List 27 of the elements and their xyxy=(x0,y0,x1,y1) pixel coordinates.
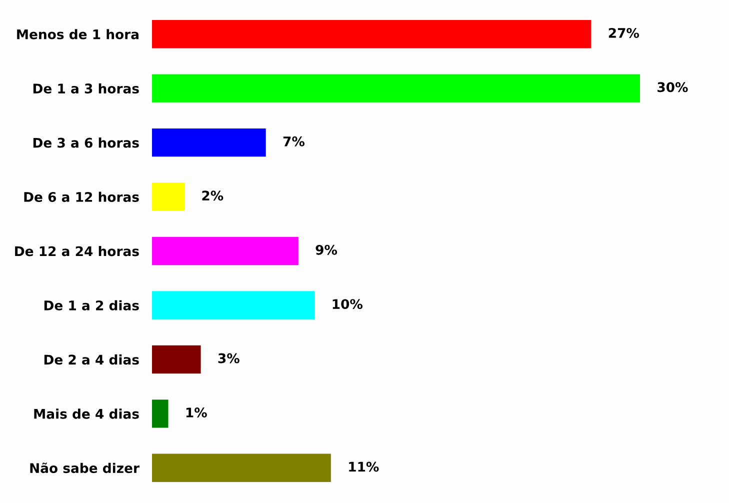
y-tick-label: De 1 a 2 dias xyxy=(44,300,139,310)
y-tick-label: Menos de 1 hora xyxy=(17,29,138,40)
y-tick-label: Não sabe dizer xyxy=(30,462,140,474)
data-label: 27% xyxy=(608,28,640,38)
bar xyxy=(152,345,201,374)
y-tick-label: Mais de 4 dias xyxy=(34,408,139,419)
bar xyxy=(152,454,331,482)
bar xyxy=(152,182,185,211)
bar xyxy=(152,400,168,428)
y-tick-label: De 2 a 4 dias xyxy=(44,354,139,365)
data-label: 9% xyxy=(316,244,338,255)
data-label: 3% xyxy=(218,353,240,364)
bar xyxy=(152,74,640,102)
y-tick-label: De 6 a 12 horas xyxy=(24,192,139,202)
data-label: 10% xyxy=(332,299,362,310)
bar xyxy=(152,20,592,48)
data-label: 7% xyxy=(283,136,305,146)
data-label: 11% xyxy=(349,462,379,472)
data-label: 30% xyxy=(658,82,688,92)
y-tick-label: De 12 a 24 horas xyxy=(15,246,139,256)
bar xyxy=(152,236,298,266)
data-label: 1% xyxy=(186,408,207,418)
bar xyxy=(152,128,266,157)
data-label: 2% xyxy=(202,190,224,201)
y-tick-label: De 1 a 3 horas xyxy=(33,83,139,94)
y-tick-label: De 3 a 6 horas xyxy=(33,138,139,148)
bar xyxy=(152,291,315,320)
